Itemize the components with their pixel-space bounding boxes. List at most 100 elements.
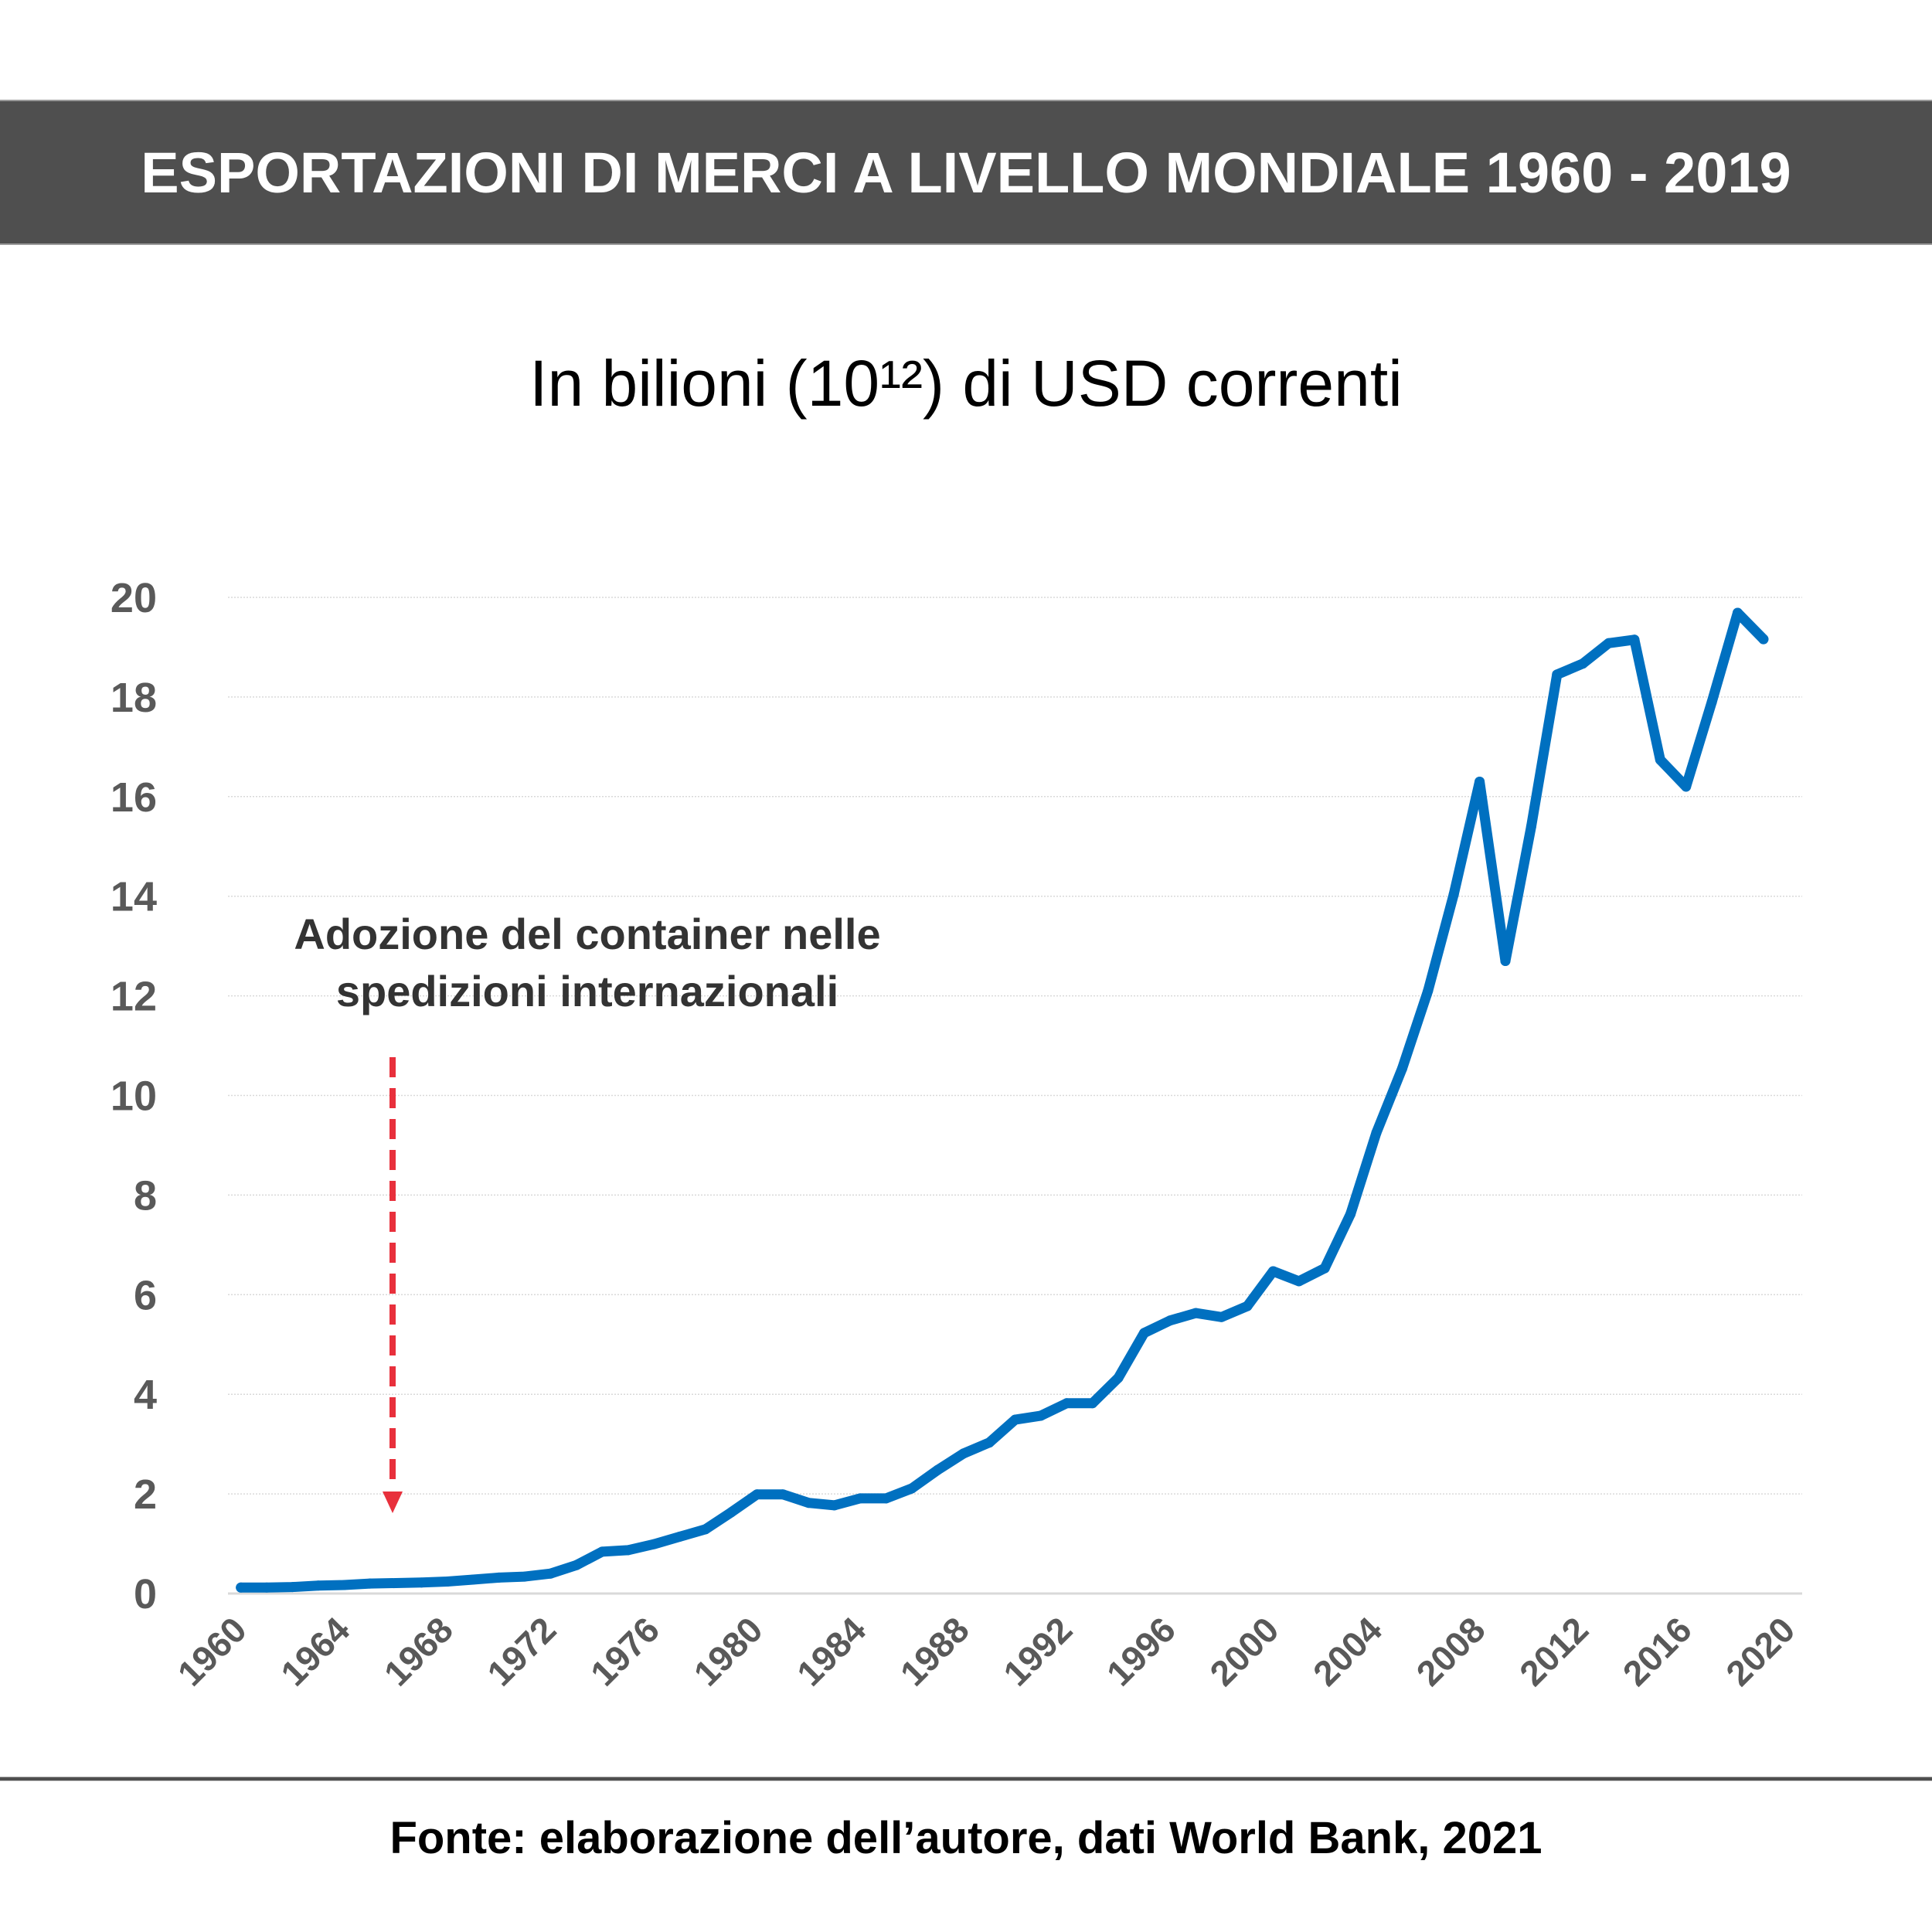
x-tick-label: 2008 xyxy=(1409,1609,1493,1693)
data-point-2013 xyxy=(1604,638,1614,648)
data-point-2006 xyxy=(1423,985,1434,996)
title-bar: ESPORTAZIONI DI MERCI A LIVELLO MONDIALE… xyxy=(0,100,1932,245)
data-point-1993 xyxy=(1087,1398,1098,1409)
data-point-2016 xyxy=(1681,781,1692,792)
data-point-2012 xyxy=(1577,658,1588,669)
data-point-1999 xyxy=(1242,1301,1253,1311)
data-point-1968 xyxy=(442,1577,453,1587)
data-point-1966 xyxy=(390,1577,401,1588)
x-tick-label: 1976 xyxy=(583,1609,667,1693)
data-point-1961 xyxy=(261,1582,272,1593)
source-note: Fonte: elaborazione dell’autore, dati Wo… xyxy=(389,1813,1543,1863)
data-point-2014 xyxy=(1629,634,1640,645)
x-axis-labels: 1960 1964 1968 1972 1976 1980 1984 1988 1992 1996… xyxy=(170,1609,1803,1693)
x-tick-label: 1968 xyxy=(376,1609,461,1693)
data-point-1979 xyxy=(726,1507,736,1518)
y-tick-label: 14 xyxy=(111,874,157,920)
data-point-2019 xyxy=(1758,634,1769,645)
x-tick-label: 1972 xyxy=(479,1609,563,1693)
data-point-1986 xyxy=(906,1483,917,1494)
annotation-line-1: Adozione del container nelle xyxy=(294,910,880,958)
data-point-2005 xyxy=(1396,1063,1407,1074)
data-point-2015 xyxy=(1655,754,1665,765)
y-tick-label: 0 xyxy=(134,1571,157,1617)
x-tick-label: 1992 xyxy=(995,1609,1080,1693)
data-point-1965 xyxy=(365,1578,376,1589)
data-point-2010 xyxy=(1526,821,1536,832)
data-point-1981 xyxy=(777,1489,788,1500)
data-point-2008 xyxy=(1475,776,1485,787)
data-point-1967 xyxy=(416,1577,427,1588)
x-tick-label: 2000 xyxy=(1202,1609,1286,1693)
data-point-1972 xyxy=(545,1568,556,1579)
data-point-1964 xyxy=(338,1580,349,1590)
y-tick-label: 20 xyxy=(111,575,157,621)
y-tick-label: 2 xyxy=(134,1471,157,1518)
chart-title: ESPORTAZIONI DI MERCI A LIVELLO MONDIALE… xyxy=(141,140,1791,205)
y-tick-label: 16 xyxy=(111,774,157,821)
data-point-1992 xyxy=(1061,1398,1072,1409)
y-tick-label: 12 xyxy=(111,974,157,1020)
data-point-1977 xyxy=(674,1532,685,1543)
x-tick-label: 1996 xyxy=(1099,1609,1183,1693)
x-tick-label: 2020 xyxy=(1718,1609,1802,1693)
series-line xyxy=(236,607,1769,1593)
footer-divider xyxy=(0,1777,1932,1781)
data-point-1985 xyxy=(881,1493,892,1504)
x-tick-label: 1964 xyxy=(273,1609,357,1693)
data-point-1974 xyxy=(597,1546,607,1557)
data-point-1983 xyxy=(829,1500,840,1511)
data-points xyxy=(236,607,1769,1593)
data-point-1982 xyxy=(803,1498,814,1509)
data-point-1996 xyxy=(1165,1315,1175,1326)
x-tick-label: 1980 xyxy=(685,1609,770,1693)
data-point-2017 xyxy=(1706,696,1717,707)
data-point-1980 xyxy=(752,1489,763,1500)
x-tick-label: 1988 xyxy=(893,1609,977,1693)
data-point-1969 xyxy=(468,1574,478,1585)
data-point-2011 xyxy=(1552,669,1563,680)
data-point-1962 xyxy=(287,1582,298,1593)
data-point-1960 xyxy=(236,1582,247,1593)
arrow-down-icon xyxy=(383,1492,403,1513)
data-point-1984 xyxy=(855,1493,866,1504)
x-tick-label: 1984 xyxy=(789,1609,873,1693)
data-point-2001 xyxy=(1294,1276,1304,1287)
data-point-1997 xyxy=(1190,1308,1201,1318)
annotation-line-2: spedizioni internazionali xyxy=(336,967,838,1015)
y-tick-label: 18 xyxy=(111,675,157,721)
data-point-1971 xyxy=(519,1571,530,1582)
data-point-2018 xyxy=(1733,607,1743,618)
data-point-2000 xyxy=(1267,1266,1278,1277)
data-point-1973 xyxy=(571,1560,582,1570)
x-tick-label: 2016 xyxy=(1615,1609,1699,1693)
data-point-1989 xyxy=(984,1437,995,1448)
data-point-2007 xyxy=(1448,889,1459,900)
gridlines xyxy=(228,597,1802,1495)
y-tick-label: 8 xyxy=(134,1172,157,1219)
data-point-2003 xyxy=(1345,1209,1356,1219)
data-point-2009 xyxy=(1500,955,1511,966)
data-point-1991 xyxy=(1036,1410,1046,1421)
data-point-1998 xyxy=(1216,1311,1227,1322)
x-tick-label: 1960 xyxy=(170,1609,254,1693)
data-point-1990 xyxy=(1010,1414,1020,1425)
data-point-1995 xyxy=(1138,1328,1149,1338)
data-point-2002 xyxy=(1319,1263,1330,1274)
data-point-1994 xyxy=(1113,1372,1124,1383)
y-axis-labels: 0 2 4 6 8 10 12 14 16 18 20 xyxy=(111,575,157,1617)
data-point-1963 xyxy=(313,1580,324,1591)
data-point-1975 xyxy=(623,1545,634,1556)
data-point-2004 xyxy=(1371,1128,1382,1138)
data-point-1970 xyxy=(494,1572,505,1583)
y-tick-label: 4 xyxy=(134,1372,157,1418)
data-point-1987 xyxy=(932,1464,943,1475)
annotation: Adozione del container nelle spedizioni … xyxy=(294,910,881,1513)
x-tick-label: 2012 xyxy=(1512,1609,1596,1693)
chart-subtitle: In bilioni (10¹²) di USD correnti xyxy=(529,347,1403,420)
data-point-1976 xyxy=(648,1539,659,1549)
data-point-1988 xyxy=(958,1448,969,1459)
y-tick-label: 10 xyxy=(111,1073,157,1120)
y-tick-label: 6 xyxy=(134,1272,157,1318)
